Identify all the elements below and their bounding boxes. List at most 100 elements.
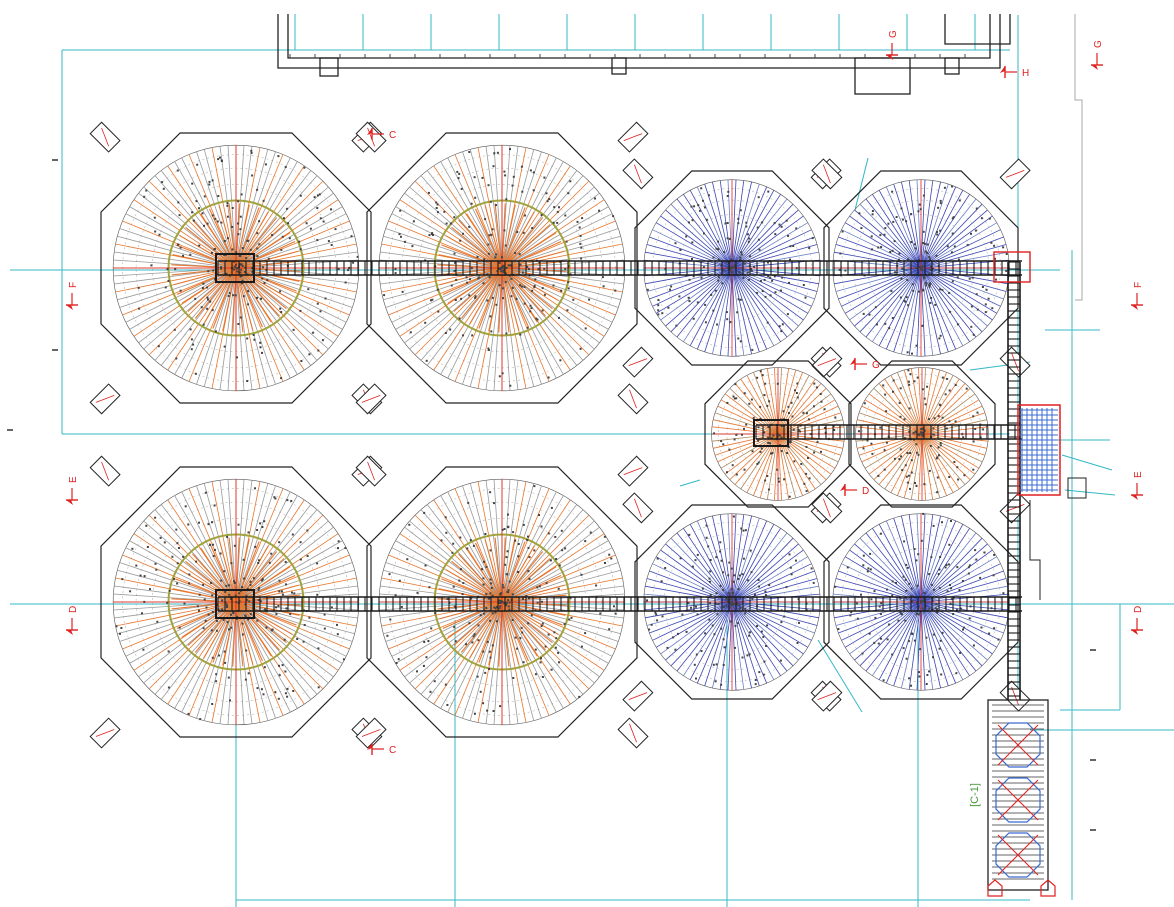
pipe-node	[905, 220, 908, 223]
radial-pipe	[864, 399, 923, 435]
pipe-node	[293, 592, 296, 595]
pipe-node	[746, 271, 749, 274]
pipe-node	[802, 411, 805, 414]
pipe-node	[984, 303, 987, 306]
pipe-node	[888, 327, 891, 330]
radial-pipe	[920, 524, 964, 603]
pipe-node	[788, 553, 791, 556]
radial-pipe	[462, 485, 503, 603]
pipe-node	[584, 327, 587, 330]
pipe-node	[911, 600, 914, 603]
pipe-node	[702, 199, 704, 202]
pipe-node	[503, 528, 506, 530]
pipe-node	[925, 282, 928, 284]
pipe-node	[747, 279, 750, 281]
pipe-node	[394, 272, 397, 275]
pipe-node	[695, 653, 698, 656]
pipe-node	[316, 302, 319, 305]
pipe-node	[482, 583, 485, 586]
junction-red	[993, 251, 1031, 283]
radial-pipe	[409, 520, 503, 603]
pipe-node	[915, 451, 918, 454]
radial-pipe	[897, 433, 923, 496]
pipe-node	[756, 291, 759, 294]
access-hatch	[355, 383, 387, 415]
pipe-node	[656, 557, 659, 560]
pipe-node	[767, 275, 770, 278]
pipe-node	[732, 266, 735, 269]
hatch-mark	[629, 723, 637, 743]
pipe-node	[754, 593, 756, 596]
pipe-node	[874, 616, 877, 619]
pipe-node	[502, 266, 505, 269]
hatch-mark	[95, 394, 115, 403]
pipe-node	[206, 286, 209, 289]
radial-pipe	[414, 180, 503, 269]
radial-pipe	[731, 601, 794, 667]
radial-pipe	[921, 369, 941, 435]
pipe-node	[704, 303, 707, 306]
access-hatch	[617, 383, 649, 415]
radial-pipe	[727, 179, 733, 269]
pipe-node	[187, 712, 190, 715]
pipe-node	[299, 194, 302, 197]
radial-pipe	[676, 601, 733, 672]
pipe-node	[280, 590, 283, 593]
pipe-node	[200, 306, 203, 309]
radial-pipe-core	[501, 541, 526, 603]
radial-pipe-core	[501, 601, 566, 616]
pipe-node	[937, 446, 940, 449]
radial-pipe	[501, 593, 625, 603]
radial-pipe	[844, 601, 922, 648]
pipe-node	[254, 487, 256, 490]
radial-pipe	[920, 520, 957, 603]
radial-pipe-core	[484, 205, 503, 269]
pipe-node	[742, 276, 745, 279]
radial-pipe-core	[212, 267, 237, 329]
pipe-node	[241, 586, 243, 589]
pipe-node	[708, 618, 711, 621]
radial-pipe	[655, 556, 733, 603]
pipe-node	[971, 276, 974, 279]
radial-pipe	[704, 183, 733, 269]
pipe-node	[694, 559, 697, 562]
pipe-node	[482, 577, 485, 580]
radial-pipe	[235, 149, 269, 269]
pipe-node	[538, 514, 540, 516]
pipe-node	[929, 258, 931, 261]
pipe-node	[567, 281, 570, 284]
pipe-node	[904, 578, 907, 581]
pipe-node	[598, 209, 601, 212]
pipe-node	[664, 267, 667, 270]
pipe-node	[525, 594, 528, 597]
pipe-node	[738, 574, 741, 577]
radial-pipe	[652, 601, 733, 641]
pipe-node	[430, 233, 433, 235]
pipe-node	[991, 307, 994, 310]
pipe-node	[904, 300, 907, 303]
pipe-node	[444, 683, 447, 686]
pipe-node	[745, 225, 748, 228]
pipe-node	[932, 633, 935, 636]
pipe-node	[898, 252, 901, 255]
radial-pipe-core	[501, 267, 559, 301]
pipe-node	[725, 597, 728, 600]
pipe-node	[196, 605, 199, 608]
pipe-node	[595, 584, 598, 587]
pipe-node	[982, 428, 985, 431]
pipe-node	[342, 658, 345, 661]
pipe-node	[731, 464, 734, 467]
radial-pipe	[731, 543, 799, 603]
pipe-node	[486, 640, 489, 643]
pipe-node	[715, 592, 718, 595]
pipe-node	[699, 209, 701, 212]
radial-pipe	[235, 499, 305, 603]
pipe-node	[947, 563, 950, 566]
pipe-node	[501, 256, 503, 259]
pipe-node	[921, 434, 924, 437]
pipe-node	[1005, 253, 1008, 255]
pipe-node	[696, 613, 699, 616]
dimension-lines	[7, 14, 1174, 907]
pipe-node	[918, 675, 921, 678]
radial-pipe-core	[187, 601, 237, 646]
